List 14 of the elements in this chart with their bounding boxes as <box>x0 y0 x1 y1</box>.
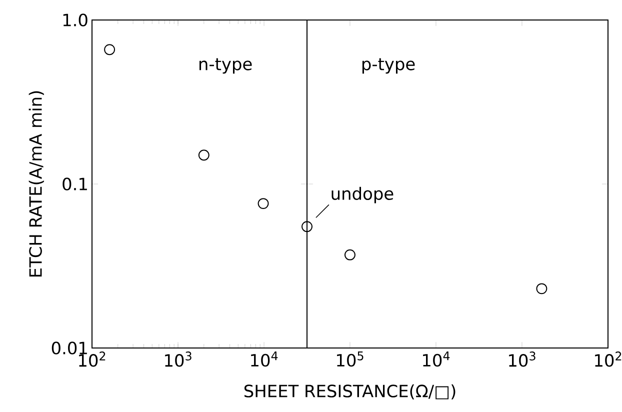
y-axis-title: ETCH RATE(A/mA min) <box>28 91 44 276</box>
x-tick-label: 10$^{3}$ <box>509 352 536 367</box>
x-tick-label: 10$^{4}$ <box>251 352 278 367</box>
x-tick-label: 10$^{3}$ <box>165 352 192 367</box>
y-tick-label: 0.01 <box>52 342 87 354</box>
y-tick-label: 1.0 <box>63 14 88 26</box>
x-tick-label: 10$^{2}$ <box>595 352 622 367</box>
annotation: undope <box>332 186 394 204</box>
x-axis-title: SHEET RESISTANCE(Ω/□) <box>244 384 456 400</box>
annotation: n-type <box>199 58 252 74</box>
y-tick-label: 0.1 <box>62 178 87 190</box>
annotation: p-type <box>362 58 415 74</box>
x-tick-label: 10$^{5}$ <box>337 352 364 367</box>
x-tick-label: 10$^{4}$ <box>423 352 450 367</box>
